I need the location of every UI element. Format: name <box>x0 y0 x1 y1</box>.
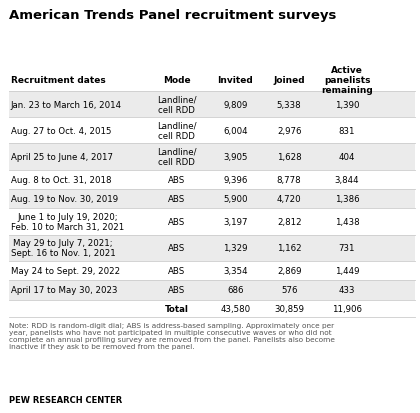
Text: 3,354: 3,354 <box>223 266 248 275</box>
Text: 9,809: 9,809 <box>223 101 248 109</box>
Text: ABS: ABS <box>168 286 185 294</box>
Text: ABS: ABS <box>168 244 185 252</box>
Text: ABS: ABS <box>168 266 185 275</box>
Text: 1,386: 1,386 <box>335 195 360 204</box>
Text: 1,628: 1,628 <box>277 153 302 161</box>
Text: Mode: Mode <box>163 76 190 85</box>
Text: April 25 to June 4, 2017: April 25 to June 4, 2017 <box>11 153 113 161</box>
Text: American Trends Panel recruitment surveys: American Trends Panel recruitment survey… <box>9 9 336 22</box>
Text: 2,976: 2,976 <box>277 127 302 135</box>
Text: 8,778: 8,778 <box>277 176 302 184</box>
Text: 576: 576 <box>281 286 297 294</box>
Text: 2,869: 2,869 <box>277 266 302 275</box>
Text: Recruitment dates: Recruitment dates <box>11 76 106 85</box>
Text: Joined: Joined <box>273 76 305 85</box>
Text: 686: 686 <box>227 286 244 294</box>
Text: 1,329: 1,329 <box>223 244 248 252</box>
Text: 404: 404 <box>339 153 355 161</box>
Text: 2,812: 2,812 <box>277 218 302 226</box>
Text: 5,900: 5,900 <box>223 195 248 204</box>
Text: 1,162: 1,162 <box>277 244 302 252</box>
Text: 11,906: 11,906 <box>332 304 362 313</box>
Text: ABS: ABS <box>168 195 185 204</box>
Text: 30,859: 30,859 <box>274 304 304 313</box>
Text: 4,720: 4,720 <box>277 195 302 204</box>
Text: Jan. 23 to March 16, 2014: Jan. 23 to March 16, 2014 <box>11 101 122 109</box>
Text: 9,396: 9,396 <box>223 176 248 184</box>
Text: Total: Total <box>165 304 189 313</box>
Text: May 24 to Sept. 29, 2022: May 24 to Sept. 29, 2022 <box>11 266 120 275</box>
Text: April 17 to May 30, 2023: April 17 to May 30, 2023 <box>11 286 118 294</box>
Text: May 29 to July 7, 2021;
Sept. 16 to Nov. 1, 2021: May 29 to July 7, 2021; Sept. 16 to Nov.… <box>11 238 116 258</box>
Text: Landline/
cell RDD: Landline/ cell RDD <box>157 147 196 167</box>
Text: PEW RESEARCH CENTER: PEW RESEARCH CENTER <box>9 395 123 404</box>
Text: 1,438: 1,438 <box>335 218 360 226</box>
Text: 433: 433 <box>339 286 355 294</box>
Text: Note: RDD is random-digit dial; ABS is address-based sampling. Approximately onc: Note: RDD is random-digit dial; ABS is a… <box>9 322 335 349</box>
Text: Aug. 19 to Nov. 30, 2019: Aug. 19 to Nov. 30, 2019 <box>11 195 118 204</box>
Text: ABS: ABS <box>168 218 185 226</box>
Text: Aug. 8 to Oct. 31, 2018: Aug. 8 to Oct. 31, 2018 <box>11 176 111 184</box>
Text: 1,449: 1,449 <box>335 266 359 275</box>
Text: Invited: Invited <box>218 76 253 85</box>
Text: Landline/
cell RDD: Landline/ cell RDD <box>157 121 196 141</box>
Text: Aug. 27 to Oct. 4, 2015: Aug. 27 to Oct. 4, 2015 <box>11 127 111 135</box>
Text: 3,844: 3,844 <box>335 176 360 184</box>
Text: 1,390: 1,390 <box>335 101 359 109</box>
Text: 731: 731 <box>339 244 355 252</box>
Text: 3,197: 3,197 <box>223 218 248 226</box>
Text: 43,580: 43,580 <box>220 304 250 313</box>
Text: Landline/
cell RDD: Landline/ cell RDD <box>157 95 196 115</box>
Text: 3,905: 3,905 <box>223 153 248 161</box>
Text: ABS: ABS <box>168 176 185 184</box>
Text: June 1 to July 19, 2020;
Feb. 10 to March 31, 2021: June 1 to July 19, 2020; Feb. 10 to Marc… <box>11 212 124 232</box>
Text: 831: 831 <box>339 127 355 135</box>
Text: 5,338: 5,338 <box>277 101 302 109</box>
Text: Active
panelists
remaining: Active panelists remaining <box>321 65 373 95</box>
Text: 6,004: 6,004 <box>223 127 248 135</box>
